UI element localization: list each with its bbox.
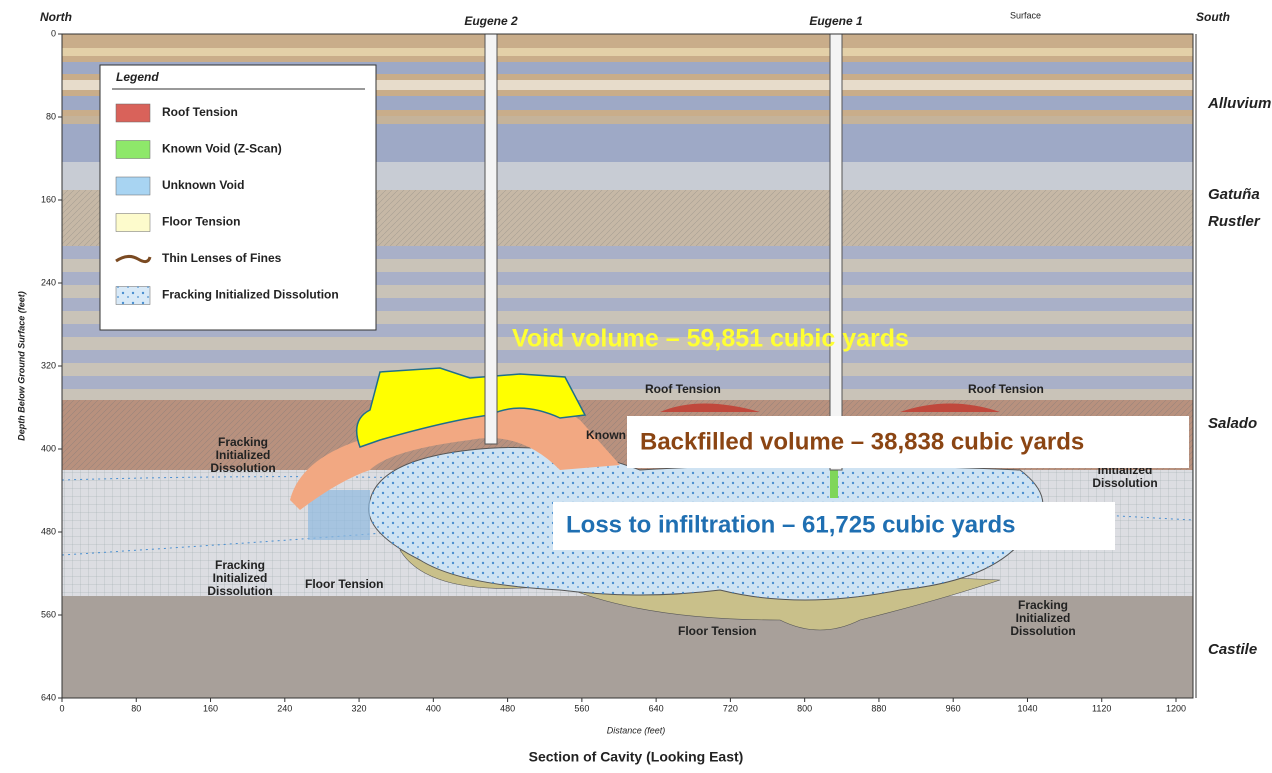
legend-swatch xyxy=(116,141,150,159)
x-tick-label: 0 xyxy=(59,703,64,713)
y-axis-label: Depth Below Ground Surface (feet) xyxy=(16,291,26,441)
fracking-label: Fracking xyxy=(215,558,265,572)
formation-label: Rustler xyxy=(1208,213,1261,230)
x-tick-label: 160 xyxy=(203,703,218,713)
fracking-label: Initialized xyxy=(213,571,268,585)
diagram: North South Surface Eugene 2 Eugene 1 Al… xyxy=(0,0,1272,768)
backfill-annotation: Backfilled volume – 38,838 cubic yards xyxy=(640,428,1084,455)
y-tick-label: 560 xyxy=(41,609,56,619)
x-tick-label: 480 xyxy=(500,703,515,713)
legend-swatch xyxy=(116,214,150,232)
legend-label: Roof Tension xyxy=(162,105,238,119)
x-tick-label: 240 xyxy=(277,703,292,713)
floor-tension-label: Floor Tension xyxy=(678,624,756,638)
roof-tension-label: Roof Tension xyxy=(968,382,1044,396)
x-tick-label: 400 xyxy=(426,703,441,713)
fracking-label: Dissolution xyxy=(1010,624,1075,638)
well-label: Eugene 2 xyxy=(464,14,518,28)
legend-swatch xyxy=(116,177,150,195)
formation-label: Salado xyxy=(1208,415,1257,432)
floor-tension-label: Floor Tension xyxy=(305,577,383,591)
stratum xyxy=(62,363,1193,376)
void-annotation: Void volume – 59,851 cubic yards xyxy=(512,325,909,353)
fracking-label: Initialized xyxy=(1016,611,1071,625)
y-tick-label: 80 xyxy=(46,111,56,121)
legend-swatch xyxy=(116,104,150,122)
y-tick-label: 320 xyxy=(41,360,56,370)
x-tick-label: 1200 xyxy=(1166,703,1186,713)
north-label: North xyxy=(40,10,72,24)
loss-annotation: Loss to infiltration – 61,725 cubic yard… xyxy=(566,511,1015,538)
x-tick-label: 320 xyxy=(352,703,367,713)
roof-tension-label: Roof Tension xyxy=(645,382,721,396)
south-label: South xyxy=(1196,10,1230,24)
legend: Legend Roof Tension Known Void (Z-Scan) Un… xyxy=(100,65,376,330)
surface-label: Surface xyxy=(1010,10,1041,20)
x-tick-label: 960 xyxy=(946,703,961,713)
legend-swatch xyxy=(116,287,150,305)
formation-label: Gatuña xyxy=(1208,186,1260,203)
legend-label: Known Void (Z-Scan) xyxy=(162,142,282,156)
x-tick-label: 1120 xyxy=(1092,703,1111,713)
y-tick-label: 240 xyxy=(41,277,56,287)
y-tick-label: 160 xyxy=(41,194,56,204)
fracking-label: Fracking xyxy=(1018,598,1068,612)
fracking-label: Dissolution xyxy=(210,461,275,475)
x-tick-label: 800 xyxy=(797,703,812,713)
caption: Section of Cavity (Looking East) xyxy=(529,749,744,765)
y-tick-label: 0 xyxy=(51,28,56,38)
fracking-label: Dissolution xyxy=(207,584,272,598)
x-tick-label: 560 xyxy=(574,703,589,713)
x-tick-label: 1040 xyxy=(1017,703,1037,713)
well-label: Eugene 1 xyxy=(809,14,863,28)
fracking-label: Initialized xyxy=(216,448,271,462)
formation-label: Alluvium xyxy=(1207,95,1271,112)
fracking-label: Dissolution xyxy=(1092,476,1157,490)
legend-label: Thin Lenses of Fines xyxy=(162,251,282,265)
legend-title: Legend xyxy=(116,70,159,84)
x-tick-label: 640 xyxy=(649,703,664,713)
y-tick-label: 640 xyxy=(41,692,56,702)
x-tick-label: 880 xyxy=(871,703,886,713)
x-axis-label: Distance (feet) xyxy=(607,725,666,735)
y-tick-label: 400 xyxy=(41,443,56,453)
legend-label: Fracking Initialized Dissolution xyxy=(162,288,339,302)
y-tick-label: 480 xyxy=(41,526,56,536)
fracking-label: Fracking xyxy=(218,435,268,449)
legend-label: Floor Tension xyxy=(162,215,240,229)
x-tick-label: 720 xyxy=(723,703,738,713)
formation-label: Castile xyxy=(1208,641,1257,658)
legend-label: Unknown Void xyxy=(162,178,244,192)
x-tick-label: 80 xyxy=(131,703,141,713)
